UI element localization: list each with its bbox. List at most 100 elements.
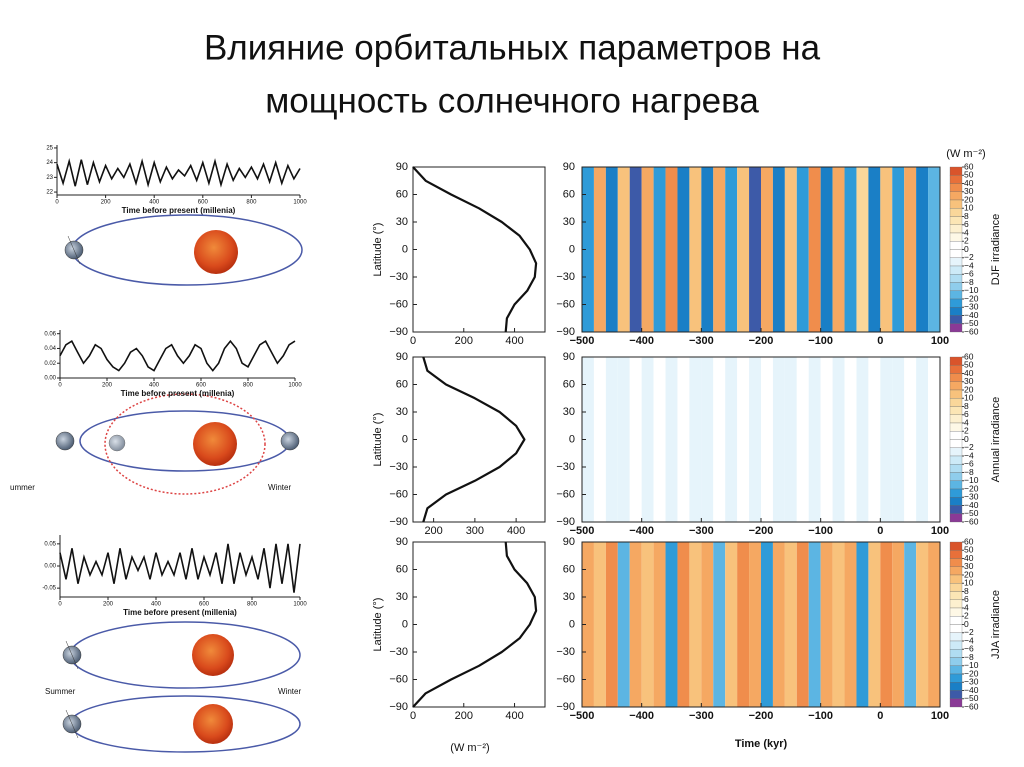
colorbar-label: 50 bbox=[964, 360, 974, 370]
colorbar-cell bbox=[949, 224, 963, 234]
y-tick-label: 30 bbox=[396, 406, 408, 418]
colorbar-label: 10 bbox=[964, 578, 974, 588]
earth-icons bbox=[55, 235, 300, 739]
colorbar-label: −20 bbox=[964, 483, 979, 493]
colorbar-label: −6 bbox=[964, 269, 974, 279]
x-tick-label: 400 bbox=[505, 335, 523, 347]
colorbar-label: −4 bbox=[964, 450, 974, 460]
colorbar-label: 10 bbox=[964, 203, 974, 213]
y-tick-label: 90 bbox=[563, 161, 575, 173]
x-axis-label: Time before present (millenia) bbox=[122, 206, 236, 215]
title-line: мощность солнечного нагрева bbox=[265, 81, 759, 120]
colorbar-label: −2 bbox=[964, 442, 974, 452]
panel-label: DJF irradiance bbox=[990, 214, 1002, 286]
colorbar-cell bbox=[949, 398, 963, 407]
axis bbox=[59, 535, 300, 598]
x-tick-label: 800 bbox=[243, 383, 254, 389]
colorbar-label: 6 bbox=[964, 409, 969, 419]
y-tick-label: −60 bbox=[389, 488, 408, 500]
heatmap-cell bbox=[653, 357, 666, 522]
x-tick-label: −400 bbox=[629, 525, 654, 537]
heatmap-cell bbox=[832, 357, 845, 522]
y-tick-label: −90 bbox=[389, 326, 408, 338]
heatmap-cell bbox=[641, 542, 654, 707]
colorbar-cell bbox=[949, 455, 963, 465]
colorbar-cell bbox=[949, 497, 963, 506]
colorbar-cell bbox=[949, 356, 963, 366]
colorbar-label: −10 bbox=[964, 660, 979, 670]
colorbar-label: 2 bbox=[964, 426, 969, 436]
colorbar-label: 2 bbox=[964, 236, 969, 246]
colorbar-label: −6 bbox=[964, 644, 974, 654]
y-tick-label: −30 bbox=[389, 646, 408, 658]
x-tick-label: 0 bbox=[877, 525, 883, 537]
colorbar-label: 60 bbox=[964, 161, 974, 171]
heatmap-cell bbox=[629, 542, 642, 707]
colorbar-label: −20 bbox=[964, 668, 979, 678]
y-tick-label: 60 bbox=[396, 563, 408, 575]
colorbar-cell bbox=[949, 439, 963, 448]
heatmap-cell bbox=[904, 357, 917, 522]
y-tick-label: 0.05 bbox=[44, 541, 56, 547]
colorbar-cell bbox=[949, 389, 963, 399]
x-tick-label: 200 bbox=[102, 383, 113, 389]
colorbar-cell bbox=[949, 290, 963, 300]
colorbar-label: −30 bbox=[964, 302, 979, 312]
panel-label: JJA irradiance bbox=[990, 590, 1002, 659]
colorbar-cell bbox=[949, 505, 963, 514]
colorbar-cell bbox=[949, 583, 963, 592]
colorbar-cell bbox=[949, 649, 963, 658]
colorbar-cell bbox=[949, 665, 963, 675]
y-tick-label: −30 bbox=[556, 271, 575, 283]
panel-label: Annual irradiance bbox=[990, 397, 1002, 483]
x-axis-label: Time before present (millenia) bbox=[121, 389, 235, 398]
heatmap-cell bbox=[880, 357, 893, 522]
heatmap-cell bbox=[665, 357, 678, 522]
x-tick-label: 100 bbox=[931, 335, 949, 347]
unit-label: (W m⁻²) bbox=[946, 148, 985, 160]
heatmap-cell bbox=[737, 167, 750, 332]
heatmap-cell bbox=[796, 167, 809, 332]
y-tick-label: −60 bbox=[556, 298, 575, 310]
heatmap-cell bbox=[582, 167, 594, 332]
colorbar-cell bbox=[949, 175, 963, 184]
colorbar-cell bbox=[949, 166, 963, 176]
colorbar-label: 4 bbox=[964, 417, 969, 427]
y-tick-label: −60 bbox=[389, 673, 408, 685]
y-tick-label: −60 bbox=[556, 673, 575, 685]
y-tick-label: 90 bbox=[563, 536, 575, 548]
x-tick-label: −200 bbox=[749, 335, 774, 347]
y-tick-label: -0.05 bbox=[42, 586, 56, 592]
x-tick-label: −100 bbox=[808, 525, 833, 537]
colorbar-label: −50 bbox=[964, 508, 979, 518]
heatmap-cell bbox=[737, 357, 750, 522]
colorbar-label: −40 bbox=[964, 685, 979, 695]
colorbar-cell bbox=[949, 422, 963, 432]
y-tick-label: 60 bbox=[563, 563, 575, 575]
y-tick-label: 0.06 bbox=[44, 331, 56, 337]
y-tick-label: 60 bbox=[396, 188, 408, 200]
colorbar-label: −8 bbox=[964, 467, 974, 477]
colorbar-cell bbox=[949, 431, 963, 440]
heatmap-cell bbox=[617, 357, 630, 522]
colorbar-label: 0 bbox=[964, 244, 969, 254]
y-tick-label: 60 bbox=[563, 188, 575, 200]
x-axis-label: Time before present (millenia) bbox=[123, 608, 237, 617]
colorbar-label: −4 bbox=[964, 635, 974, 645]
heatmap-cell bbox=[772, 167, 785, 332]
heatmap-cell bbox=[725, 357, 738, 522]
colorbar-cell bbox=[949, 298, 963, 308]
heatmap-cell bbox=[677, 357, 690, 522]
y-tick-label: 0 bbox=[569, 243, 575, 255]
colorbar-label: 6 bbox=[964, 219, 969, 229]
heatmap-cell bbox=[892, 167, 905, 332]
heatmap-cell bbox=[856, 542, 869, 707]
heatmap-cell bbox=[916, 357, 929, 522]
plot-frame bbox=[412, 541, 546, 708]
heatmap-cell bbox=[653, 542, 666, 707]
x-tick-label: 400 bbox=[505, 710, 523, 722]
heatmap-cell bbox=[725, 542, 738, 707]
x-tick-label: 400 bbox=[149, 383, 160, 389]
colorbar-label: 60 bbox=[964, 351, 974, 361]
